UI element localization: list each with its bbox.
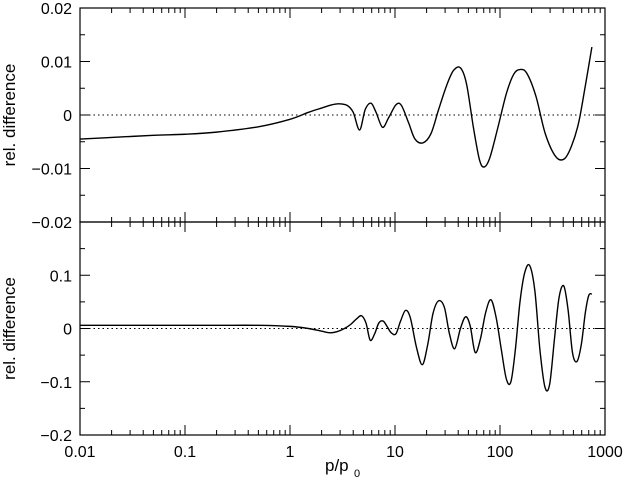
y-axis-label: rel. difference bbox=[0, 64, 19, 167]
y-tick-label: −0.02 bbox=[32, 215, 73, 232]
y-tick-label: −0.01 bbox=[32, 162, 73, 179]
bottom-panel: −0.2 −0.1 0 0.1 0.01 0.1 1 10 100 1000 rel. differ… bbox=[0, 221, 623, 480]
x-tick-label: 0.1 bbox=[174, 444, 196, 461]
y-tick-label: 0 bbox=[63, 322, 72, 339]
y-axis-label: rel. difference bbox=[0, 277, 19, 380]
y-tick-label: 0.02 bbox=[41, 1, 72, 18]
x-tick-label: 1000 bbox=[587, 444, 623, 461]
x-tick-label: 0.01 bbox=[64, 444, 95, 461]
x-axis-label: p/p bbox=[325, 456, 349, 475]
y-tick-label: 0.1 bbox=[50, 268, 72, 285]
x-axis-label-subscript: 0 bbox=[354, 468, 360, 480]
series-line bbox=[79, 46, 593, 168]
y-tick-label: −0.2 bbox=[40, 428, 72, 445]
top-panel: −0.02 −0.01 0 0.01 0.02 rel. difference bbox=[0, 1, 606, 232]
x-tick-label: 100 bbox=[487, 444, 514, 461]
x-tick-label: 10 bbox=[386, 444, 404, 461]
y-tick-label: 0.01 bbox=[41, 55, 72, 72]
y-tick-label: −0.1 bbox=[40, 375, 72, 392]
y-tick-label: 0 bbox=[63, 108, 72, 125]
x-tick-label: 1 bbox=[286, 444, 295, 461]
series-line bbox=[79, 263, 593, 392]
